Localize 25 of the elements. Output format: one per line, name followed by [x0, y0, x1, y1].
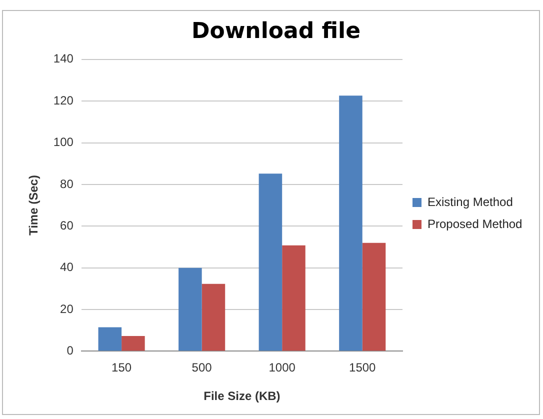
- bar: [362, 242, 386, 351]
- y-tick-label: 20: [60, 302, 74, 316]
- chart-title: Download file: [191, 18, 361, 44]
- y-tick-label: 60: [60, 218, 74, 232]
- x-tick-label: 500: [192, 360, 212, 375]
- legend-label: Existing Method: [428, 194, 513, 209]
- y-tick-label: 40: [60, 260, 74, 274]
- bar: [98, 327, 122, 351]
- x-tick-label: 1000: [268, 360, 296, 375]
- legend-label: Proposed Method: [428, 216, 522, 231]
- y-tick-label: 100: [53, 135, 74, 150]
- x-axis-title: File Size (KB): [204, 389, 280, 404]
- bar: [258, 174, 282, 351]
- bar: [122, 336, 145, 351]
- y-axis-title: Time (Sec): [26, 175, 41, 236]
- bar: [202, 284, 226, 351]
- y-tick-label: 140: [53, 52, 74, 66]
- y-tick-label: 0: [66, 344, 74, 358]
- bar: [178, 268, 202, 351]
- y-tick-label: 120: [53, 93, 74, 108]
- x-tick-label: 1500: [349, 360, 376, 375]
- bar: [339, 96, 362, 351]
- y-tick-label: 80: [60, 176, 74, 191]
- x-tick-label: 150: [112, 360, 132, 375]
- bar: [282, 245, 306, 351]
